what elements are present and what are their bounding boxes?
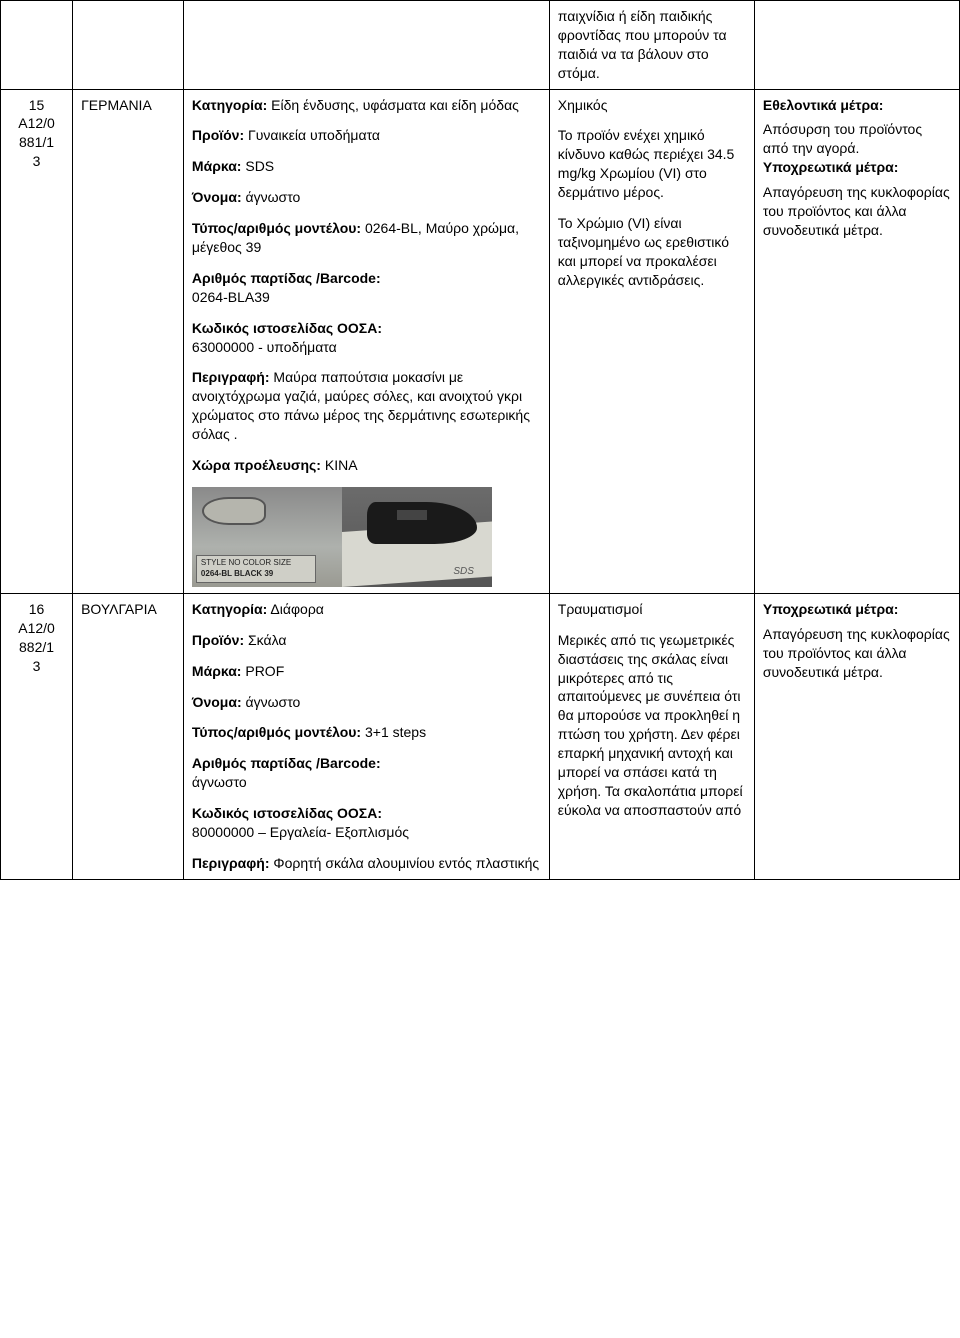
id-line: 15 bbox=[9, 96, 64, 115]
risk-title: Χημικός bbox=[558, 96, 746, 115]
label: Τύπος/αριθμός μοντέλου: bbox=[192, 220, 361, 236]
cell-risk: παιχνίδια ή είδη παιδικής φροντίδας που … bbox=[549, 1, 754, 90]
label: Κωδικός ιστοσελίδας ΟΟΣΑ: bbox=[192, 805, 382, 821]
sticker-line: STYLE NO COLOR SIZE bbox=[201, 558, 311, 569]
label: Αριθμός παρτίδας /Barcode: bbox=[192, 755, 381, 771]
measures-text: Απόσυρση του προϊόντος από την αγορά. bbox=[763, 120, 951, 158]
label: Χώρα προέλευσης: bbox=[192, 457, 321, 473]
cell-id bbox=[1, 1, 73, 90]
label: Προϊόν: bbox=[192, 127, 244, 143]
value: άγνωστο bbox=[246, 189, 301, 205]
table-row: 15 A12/0 881/1 3 ΓΕΡΜΑΝΙΑ Κατηγορία: Είδ… bbox=[1, 89, 960, 593]
cell-details bbox=[183, 1, 549, 90]
cell-country: ΒΟΥΛΓΑΡΙΑ bbox=[73, 593, 184, 879]
cell-id: 15 A12/0 881/1 3 bbox=[1, 89, 73, 593]
label: Αριθμός παρτίδας /Barcode: bbox=[192, 270, 381, 286]
value: PROF bbox=[245, 663, 284, 679]
measures-text: Απαγόρευση της κυκλοφορίας του προϊόντος… bbox=[763, 183, 951, 240]
id-line: 881/1 bbox=[9, 133, 64, 152]
cell-measures: Εθελοντικά μέτρα: Απόσυρση του προϊόντος… bbox=[754, 89, 959, 593]
page: παιχνίδια ή είδη παιδικής φροντίδας που … bbox=[0, 0, 960, 880]
cell-measures bbox=[754, 1, 959, 90]
risk-title: Τραυματισμοί bbox=[558, 600, 746, 619]
cell-id: 16 A12/0 882/1 3 bbox=[1, 593, 73, 879]
label: Κατηγορία: bbox=[192, 97, 267, 113]
id-line: 16 bbox=[9, 600, 64, 619]
shoe-outline-icon bbox=[202, 497, 266, 525]
value: Είδη ένδυσης, υφάσματα και είδη μόδας bbox=[271, 97, 519, 113]
cell-country: ΓΕΡΜΑΝΙΑ bbox=[73, 89, 184, 593]
label: Τύπος/αριθμός μοντέλου: bbox=[192, 724, 361, 740]
value: SDS bbox=[245, 158, 274, 174]
value: 63000000 - υποδήματα bbox=[192, 339, 337, 355]
value: Σκάλα bbox=[248, 632, 286, 648]
value: άγνωστο bbox=[246, 694, 301, 710]
label: Υποχρεωτικά μέτρα: bbox=[763, 159, 899, 175]
label: Εθελοντικά μέτρα: bbox=[763, 97, 884, 113]
id-line: 882/1 bbox=[9, 638, 64, 657]
cell-risk: Τραυματισμοί Μερικές από τις γεωμετρικές… bbox=[549, 593, 754, 879]
sticker-line: 0264-BL BLACK 39 bbox=[201, 569, 311, 580]
value: Διάφορα bbox=[270, 601, 323, 617]
product-thumb-label: STYLE NO COLOR SIZE 0264-BL BLACK 39 bbox=[192, 487, 342, 587]
sticker: STYLE NO COLOR SIZE 0264-BL BLACK 39 bbox=[196, 555, 316, 583]
label: Περιγραφή: bbox=[192, 855, 270, 871]
label: Υποχρεωτικά μέτρα: bbox=[763, 601, 899, 617]
label: Όνομα: bbox=[192, 694, 242, 710]
cell-details: Κατηγορία: Είδη ένδυσης, υφάσματα και εί… bbox=[183, 89, 549, 593]
id-line: A12/0 bbox=[9, 114, 64, 133]
label: Μάρκα: bbox=[192, 158, 242, 174]
label: Όνομα: bbox=[192, 189, 242, 205]
table-row: 16 A12/0 882/1 3 ΒΟΥΛΓΑΡΙΑ Κατηγορία: Δι… bbox=[1, 593, 960, 879]
value: 0264-BLA39 bbox=[192, 289, 270, 305]
brand-text: SDS bbox=[453, 565, 474, 579]
risk-text: Το Χρώμιο (VI) είναι ταξινομημένο ως ερε… bbox=[558, 214, 746, 290]
country-text: ΒΟΥΛΓΑΡΙΑ bbox=[81, 601, 157, 617]
id-line: 3 bbox=[9, 657, 64, 676]
table-row: παιχνίδια ή είδη παιδικής φροντίδας που … bbox=[1, 1, 960, 90]
cell-details: Κατηγορία: Διάφορα Προϊόν: Σκάλα Μάρκα: … bbox=[183, 593, 549, 879]
shoe-icon bbox=[367, 502, 477, 544]
cell-risk: Χημικός Το προϊόν ενέχει χημικό κίνδυνο … bbox=[549, 89, 754, 593]
risk-text: παιχνίδια ή είδη παιδικής φροντίδας που … bbox=[558, 8, 727, 81]
label: Περιγραφή: bbox=[192, 369, 270, 385]
id-line: A12/0 bbox=[9, 619, 64, 638]
risk-text: Το προϊόν ενέχει χημικό κίνδυνο καθώς πε… bbox=[558, 126, 746, 202]
label: Κωδικός ιστοσελίδας ΟΟΣΑ: bbox=[192, 320, 382, 336]
value: Γυναικεία υποδήματα bbox=[248, 127, 380, 143]
risk-text: Μερικές από τις γεωμετρικές διαστάσεις τ… bbox=[558, 631, 746, 820]
value: ΚΙΝΑ bbox=[325, 457, 358, 473]
label: Κατηγορία: bbox=[192, 601, 267, 617]
country-text: ΓΕΡΜΑΝΙΑ bbox=[81, 97, 152, 113]
cell-country bbox=[73, 1, 184, 90]
value: Φορητή σκάλα αλουμινίου εντός πλαστικής bbox=[273, 855, 539, 871]
label: Προϊόν: bbox=[192, 632, 244, 648]
measures-text: Απαγόρευση της κυκλοφορίας του προϊόντος… bbox=[763, 625, 951, 682]
product-images: STYLE NO COLOR SIZE 0264-BL BLACK 39 SDS bbox=[192, 487, 541, 587]
label: Μάρκα: bbox=[192, 663, 242, 679]
value: 80000000 – Εργαλεία- Εξοπλισμός bbox=[192, 824, 409, 840]
cell-measures: Υποχρεωτικά μέτρα: Απαγόρευση της κυκλοφ… bbox=[754, 593, 959, 879]
alerts-table: παιχνίδια ή είδη παιδικής φροντίδας που … bbox=[0, 0, 960, 880]
product-thumb-shoe: SDS bbox=[342, 487, 492, 587]
value: 3+1 steps bbox=[365, 724, 426, 740]
id-line: 3 bbox=[9, 152, 64, 171]
value: άγνωστο bbox=[192, 774, 247, 790]
